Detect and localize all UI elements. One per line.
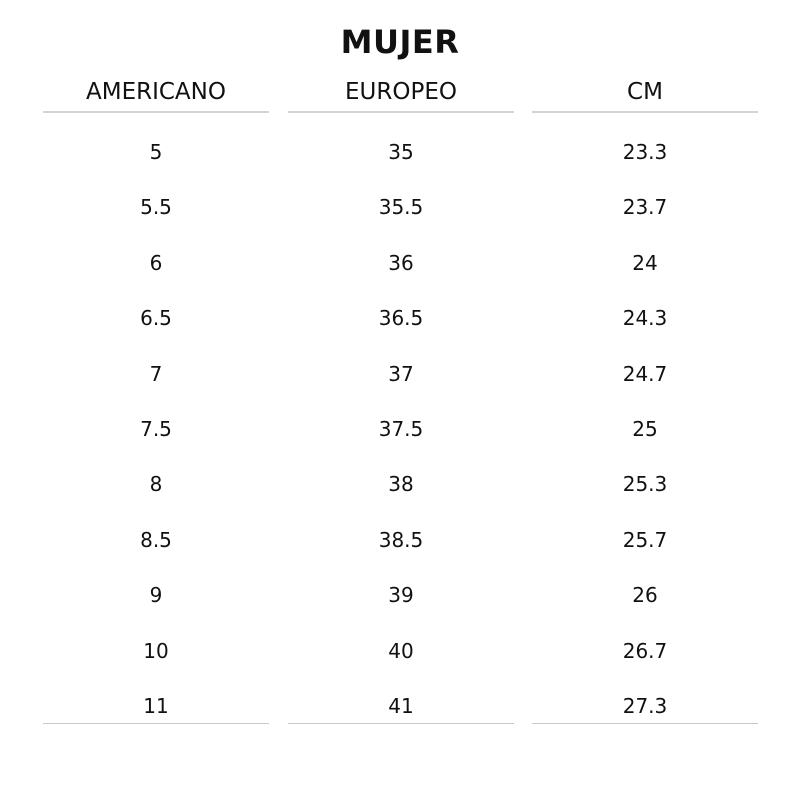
bottom-divider [532, 723, 758, 724]
bottom-divider [43, 723, 269, 724]
table-cell: 5 [149, 140, 163, 164]
table-cell: 26 [632, 583, 658, 608]
table-cell: 7 [149, 361, 163, 386]
table-cell: 23.7 [622, 195, 668, 220]
table-cell: 6.5 [140, 306, 172, 331]
table-cell: 36.5 [378, 306, 424, 331]
table-cell: 23.3 [622, 140, 668, 164]
table-cell: 8 [149, 472, 163, 497]
table-cell: 38 [388, 472, 414, 497]
table-cell: 10 [143, 638, 169, 663]
table-cell: 7.5 [140, 416, 172, 441]
table-cell: 26.7 [622, 638, 668, 663]
column-header: CM [532, 74, 758, 113]
bottom-divider [288, 723, 514, 724]
size-column: EUROPEO 35 35.5 36 36.5 37 37.5 38 38.5 39 40 41 [288, 74, 514, 734]
table-cell: 27.3 [622, 693, 668, 718]
table-cell: 6 [149, 250, 163, 275]
column-header: AMERICANO [43, 74, 269, 113]
table-cell: 25.3 [622, 472, 668, 497]
table-cell: 35 [388, 140, 414, 164]
table-cell: 24.3 [622, 306, 668, 331]
table-cell: 25.7 [622, 527, 668, 552]
table-cell: 37 [388, 361, 414, 386]
table-cell: 24.7 [622, 361, 668, 386]
table-cell: 25 [632, 416, 658, 441]
column-header: EUROPEO [288, 74, 514, 113]
table-cell: 9 [149, 583, 163, 608]
size-column: AMERICANO 5 5.5 6 6.5 7 7.5 8 8.5 9 10 11 [43, 74, 269, 734]
table-cell: 24 [632, 250, 658, 275]
table-cell: 8.5 [140, 527, 172, 552]
table-cell: 39 [388, 583, 414, 608]
table-cell: 40 [388, 638, 414, 663]
table-cell: 35.5 [378, 195, 424, 220]
table-cell: 5.5 [140, 195, 172, 220]
table-cell: 38.5 [378, 527, 424, 552]
page-title: MUJER [340, 23, 460, 61]
table-cell: 36 [388, 250, 414, 275]
size-column: CM 23.3 23.7 24 24.3 24.7 25 25.3 25.7 26 26.7 27.3 [532, 74, 758, 734]
table-cell: 37.5 [378, 416, 424, 441]
table-cell: 11 [143, 693, 169, 718]
table-cell: 41 [388, 693, 414, 718]
